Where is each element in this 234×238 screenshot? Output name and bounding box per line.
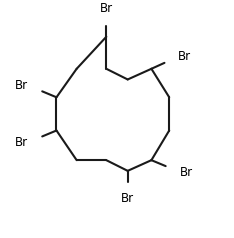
Text: Br: Br	[178, 50, 191, 63]
Text: Br: Br	[180, 166, 193, 178]
Text: Br: Br	[15, 136, 28, 149]
Text: Br: Br	[100, 2, 113, 15]
Text: Br: Br	[15, 79, 28, 92]
Text: Br: Br	[121, 192, 134, 205]
